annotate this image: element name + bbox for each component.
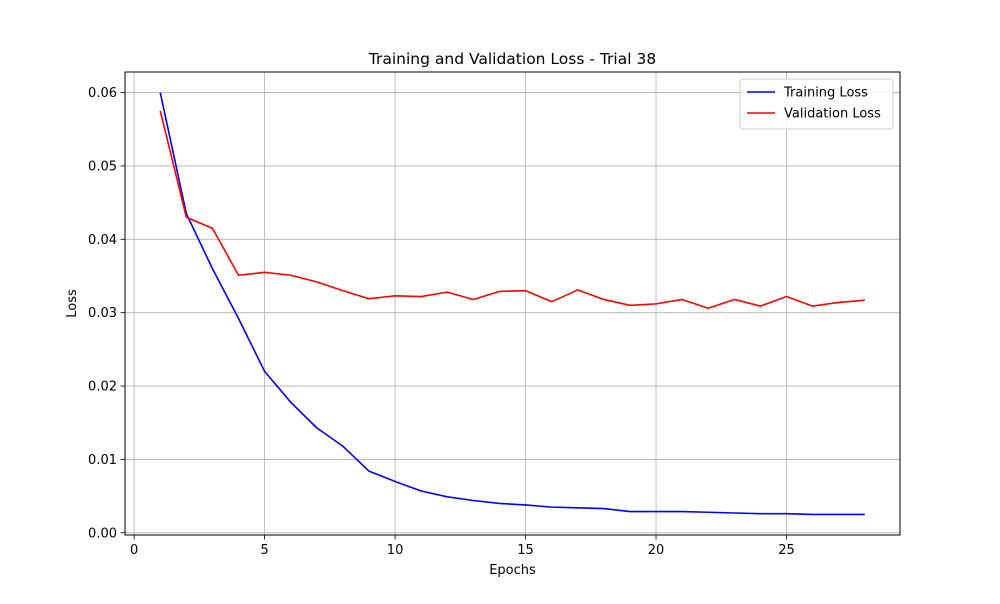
- legend-label-validation-loss: Validation Loss: [784, 107, 881, 122]
- y-tick-label: 0.04: [88, 233, 117, 248]
- validation-loss-line: [159, 110, 865, 310]
- x-tick-label: 20: [648, 543, 665, 558]
- y-tick-label: 0.06: [88, 86, 117, 101]
- training-loss-line: [159, 92, 865, 516]
- y-tick-label: 0.03: [88, 306, 117, 321]
- x-tick-label: 5: [260, 543, 268, 558]
- axis-ticks: 0 5 10 15 20 25 0.00 0.01 0.02 0.03 0.04 0.05 0.06: [88, 86, 795, 558]
- legend: Training Loss Validation Loss: [739, 78, 894, 130]
- y-tick-label: 0.00: [88, 526, 117, 541]
- x-tick-label: 25: [778, 543, 795, 558]
- y-tick-label: 0.05: [88, 159, 117, 174]
- y-tick-label: 0.02: [88, 380, 117, 395]
- plot-frame: [124, 71, 901, 536]
- chart-title: Training and Validation Loss - Trial 38: [368, 50, 656, 68]
- y-axis-title: Loss: [65, 289, 80, 318]
- grid: [125, 72, 900, 535]
- legend-label-training-loss: Training Loss: [783, 86, 868, 101]
- x-tick-label: 0: [130, 543, 138, 558]
- x-axis-title: Epochs: [489, 563, 536, 578]
- series-lines: [159, 92, 865, 516]
- x-tick-label: 10: [387, 543, 404, 558]
- y-tick-label: 0.01: [88, 453, 117, 468]
- legend-box: [739, 78, 894, 130]
- x-tick-label: 15: [517, 543, 534, 558]
